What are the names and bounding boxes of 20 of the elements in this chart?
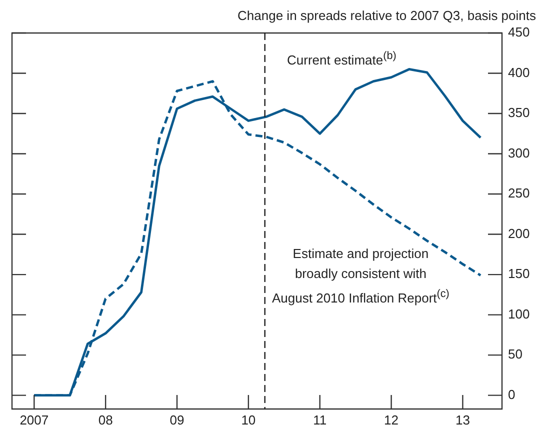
y-axis-title: Change in spreads relative to 2007 Q3, basis points (238, 8, 536, 23)
x-tick-label: 13 (455, 412, 470, 428)
y-tick-label: 200 (508, 226, 530, 241)
x-tick-label: 11 (313, 412, 327, 428)
x-tick-label: 09 (170, 412, 184, 428)
y-tick-label: 100 (508, 306, 530, 322)
y-tick-label: 300 (508, 145, 530, 160)
y-tick-label: 400 (508, 64, 530, 80)
y-tick-label: 250 (508, 186, 530, 201)
y-tick-label: 0 (508, 386, 516, 402)
x-tick-label: 2007 (20, 412, 49, 428)
x-tick-label: 10 (241, 412, 256, 428)
y-tick-label: 350 (508, 105, 530, 120)
x-tick-label: 08 (98, 412, 113, 428)
x-tick-label: 12 (384, 412, 399, 428)
series-label: Current estimate$^{(b)}$ (287, 49, 396, 70)
y-tick-label: 150 (508, 266, 530, 282)
y-tick-label: 450 (508, 24, 530, 40)
series-label: Estimate and projection broadly consistent with August 2010 Inflation Report$^{(c)}$ (272, 245, 450, 308)
y-tick-label: 50 (508, 346, 522, 362)
